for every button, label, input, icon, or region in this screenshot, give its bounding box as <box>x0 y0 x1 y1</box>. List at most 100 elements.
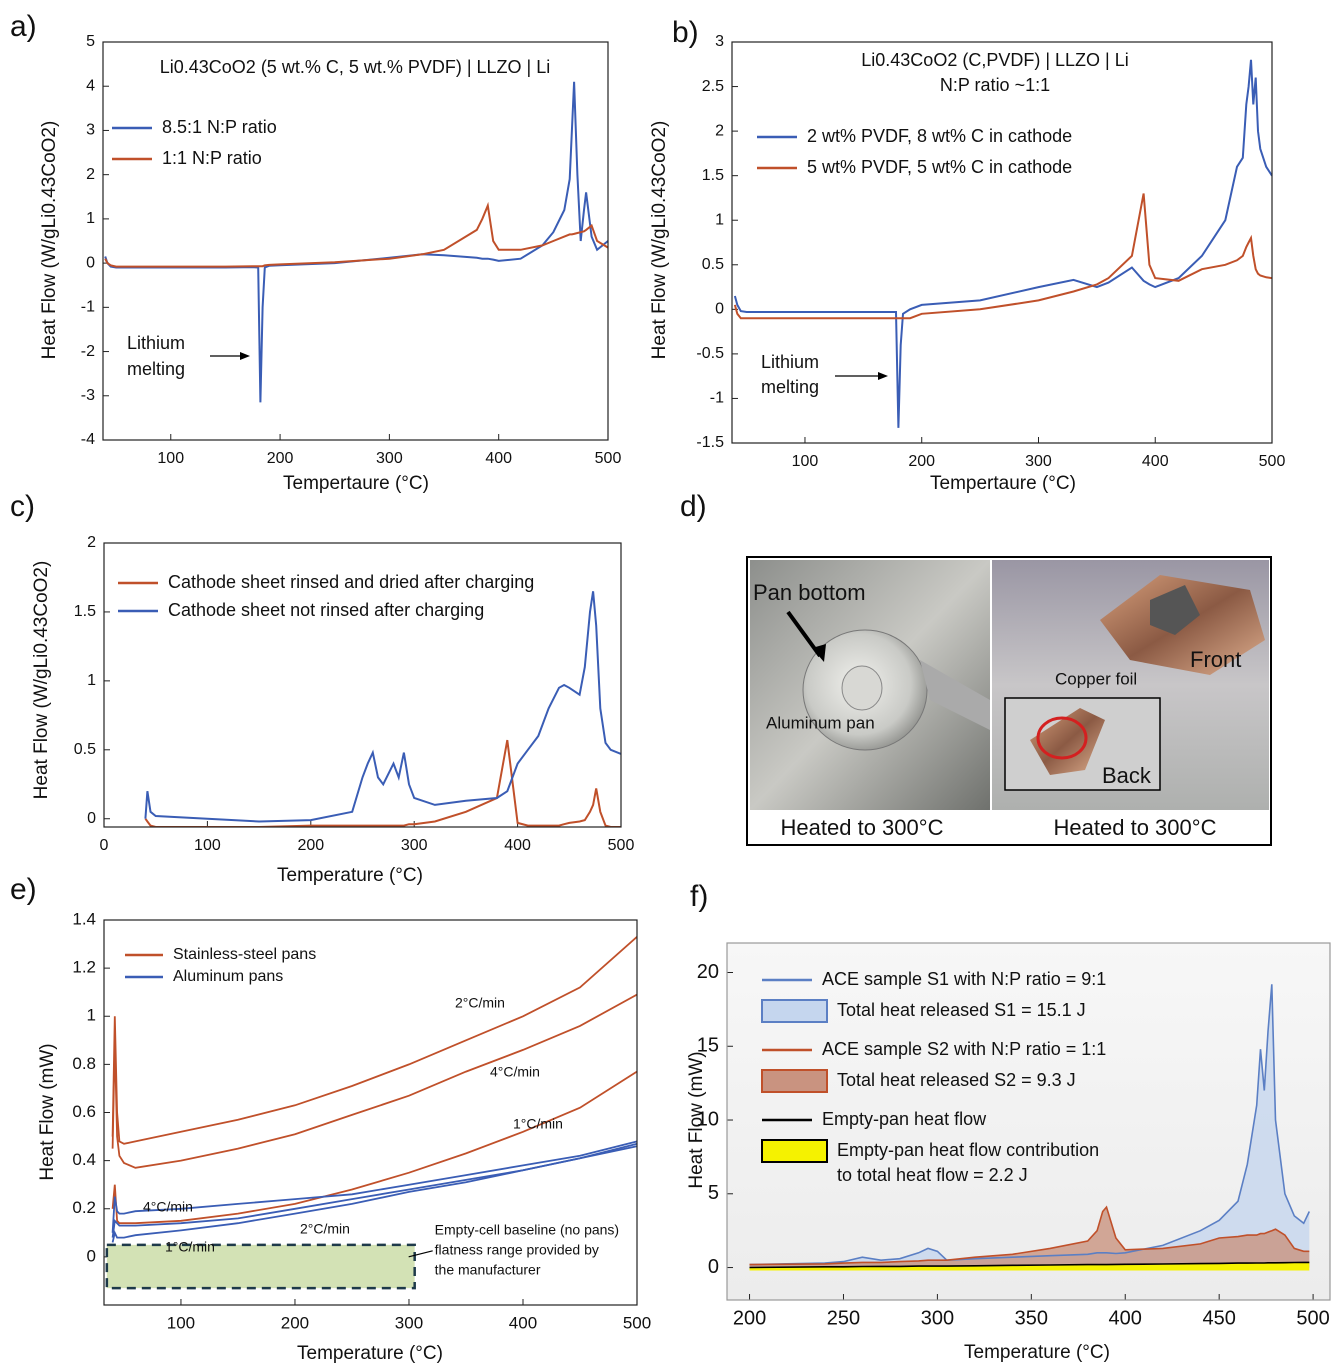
x-tick-label: 400 <box>509 1313 537 1332</box>
y-tick-label: 0.8 <box>72 1054 96 1073</box>
y-tick-label: 1.5 <box>74 603 96 620</box>
x-tick-label: 100 <box>167 1313 195 1332</box>
y-tick-label: 10 <box>697 1108 719 1130</box>
plot-area <box>749 984 1311 1271</box>
y-tick-label: 0 <box>86 254 95 271</box>
legend-label: Cathode sheet rinsed and dried after cha… <box>168 572 534 592</box>
x-tick-label: 450 <box>1202 1307 1235 1329</box>
y-axis-label: Heat Flow (W/gLi0.43CoO2) <box>39 121 60 360</box>
line-label: 2°C/min <box>455 995 505 1011</box>
legend-label: ACE sample S1 with N:P ratio = 9:1 <box>822 969 1106 989</box>
legend-label: Empty-pan heat flow <box>822 1109 987 1129</box>
legend-label: Stainless-steel pans <box>173 946 316 963</box>
x-tick-label: 300 <box>1025 453 1052 470</box>
panel-label: a) <box>10 10 37 43</box>
annotation-arrowhead <box>878 372 888 380</box>
area <box>749 1207 1310 1268</box>
y-tick-label: 1 <box>86 210 95 227</box>
chart: 100 200 300 400 500 0 0.2 0.4 0.6 0.8 1 1.2 1.4 Tempe… <box>10 873 651 1364</box>
line <box>749 1261 1310 1269</box>
x-tick-label: 100 <box>157 450 184 467</box>
line <box>111 1070 637 1225</box>
y-tick-label: 2 <box>87 534 96 551</box>
x-tick-label: 200 <box>281 1313 309 1332</box>
y-tick-label: -1 <box>710 390 724 407</box>
chart: 100 200 300 400 500 -1.5 -1 -0.5 0 0.5 1 1.5 2 2.5 3 Te… <box>649 16 1285 494</box>
baseline-band <box>105 1243 416 1290</box>
y-axis-label: Heat Flow (W/gLi0.43CoO2) <box>31 561 52 800</box>
line <box>749 984 1311 1266</box>
line <box>111 1145 637 1243</box>
x-tick-label: 500 <box>623 1313 651 1332</box>
chart-title: Li0.43CoO2 (C,PVDF) | LLZO | Li <box>861 50 1128 70</box>
annotation: melting <box>127 359 185 379</box>
y-tick-label: 3 <box>86 122 95 139</box>
plot-area <box>105 936 637 1290</box>
x-tick-label: 500 <box>1296 1307 1329 1329</box>
plot-frame <box>103 919 638 1306</box>
line-label: 1°C/min <box>165 1239 215 1255</box>
x-axis-label: Temperature (°C) <box>277 865 423 886</box>
y-tick-label: 2 <box>86 166 95 183</box>
x-axis-label: Temperature (°C) <box>964 1342 1110 1363</box>
annotation-arrowhead <box>240 352 250 360</box>
line <box>104 201 608 268</box>
inset-foil <box>1030 708 1105 775</box>
pan-center <box>841 665 883 711</box>
y-tick-label: 5 <box>86 33 95 50</box>
y-tick-label: 20 <box>697 961 719 983</box>
x-tick-label: 350 <box>1015 1307 1048 1329</box>
x-tick-label: 200 <box>908 453 935 470</box>
plot-area <box>144 591 621 827</box>
x-axis-label: Temperature (°C) <box>297 1343 443 1364</box>
y-tick-label: 15 <box>697 1035 719 1057</box>
y-tick-label: 2.5 <box>702 78 724 95</box>
band-label: Empty-cell baseline (no pans) <box>435 1222 619 1238</box>
panel-label: b) <box>672 16 699 49</box>
line-label: 4°C/min <box>490 1064 540 1080</box>
plot-frame <box>103 542 622 828</box>
y-tick-label: 0 <box>87 1246 96 1265</box>
x-tick-label: 100 <box>792 453 819 470</box>
line <box>144 739 621 827</box>
y-tick-label: 1.4 <box>72 909 96 928</box>
legend-area-swatch <box>761 999 828 1023</box>
y-tick-label: -2 <box>81 343 95 360</box>
line-label: 2°C/min <box>300 1221 350 1237</box>
chart-title: N:P ratio ~1:1 <box>940 75 1050 95</box>
panel-label: e) <box>10 873 37 906</box>
plot-area <box>104 81 608 403</box>
legend-label: 5 wt% PVDF, 5 wt% C in cathode <box>807 157 1072 177</box>
x-tick-label: 250 <box>827 1307 860 1329</box>
line <box>111 1140 637 1233</box>
y-tick-label: 1.5 <box>702 167 724 184</box>
photo-caption: Heated to 300°C <box>781 815 944 840</box>
legend-label: Total heat released S2 = 9.3 J <box>837 1070 1076 1090</box>
tweezers <box>920 660 990 730</box>
y-tick-label: 1 <box>87 672 96 689</box>
line-label: 1°C/min <box>513 1116 563 1132</box>
x-tick-label: 400 <box>1109 1307 1142 1329</box>
y-tick-label: -3 <box>81 387 95 404</box>
chart: 200 250 300 350 400 450 500 0 5 10 15 20 Temperature… <box>686 880 1331 1363</box>
y-tick-label: 1 <box>87 1006 96 1025</box>
y-axis-label: Heat Flow (mW) <box>37 1043 58 1180</box>
line-label: 4°C/min <box>143 1199 193 1215</box>
x-tick-label: 500 <box>1259 453 1286 470</box>
chart: 100 200 300 400 500 -4 -3 -2 -1 0 1 2 3 4 5 Tempertaure… <box>10 10 621 494</box>
x-tick-label: 200 <box>267 450 294 467</box>
legend-label: 2 wt% PVDF, 8 wt% C in cathode <box>807 126 1072 146</box>
x-tick-label: 200 <box>733 1307 766 1329</box>
x-tick-label: 300 <box>395 1313 423 1332</box>
line <box>749 1205 1310 1266</box>
legend-label: to total heat flow = 2.2 J <box>837 1165 1028 1185</box>
line <box>111 993 637 1169</box>
x-axis-label: Tempertaure (°C) <box>283 473 429 494</box>
x-tick-label: 0 <box>100 837 109 854</box>
photo-label: Aluminum pan <box>766 713 875 732</box>
y-tick-label: 0 <box>708 1256 719 1278</box>
x-tick-label: 300 <box>921 1307 954 1329</box>
band-label: flatness range provided by <box>435 1242 599 1258</box>
legend-label: Total heat released S1 = 15.1 J <box>837 1000 1086 1020</box>
